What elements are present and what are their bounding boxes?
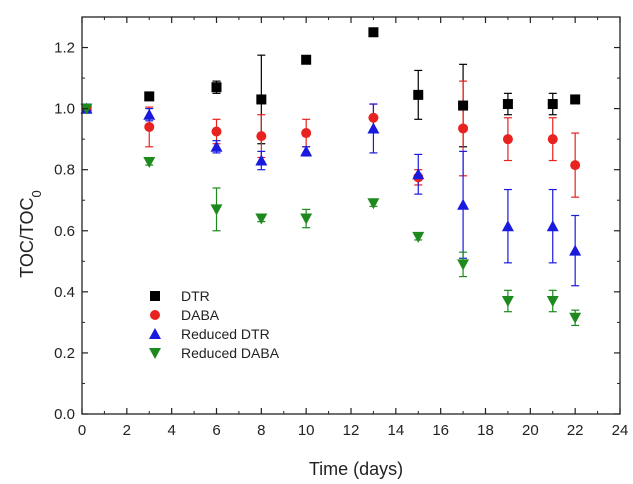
y-tick-label: 0.2 — [54, 345, 75, 362]
data-point — [256, 131, 267, 142]
x-tick-label: 14 — [387, 422, 404, 439]
data-point — [368, 112, 379, 123]
data-point — [211, 82, 222, 93]
data-point — [501, 220, 514, 232]
x-tick-label: 10 — [298, 422, 315, 439]
x-tick-label: 4 — [167, 422, 175, 439]
data-point — [546, 220, 559, 232]
x-tick-label: 18 — [477, 422, 494, 439]
y-tick-label: 0.0 — [54, 406, 75, 423]
data-point — [255, 213, 268, 225]
y-axis-title: TOC/TOC0 — [17, 190, 44, 278]
data-point — [547, 134, 558, 145]
legend-label: DABA — [181, 307, 220, 323]
axes: 0 2 4 6 8 10 12 14 16 18 20 22 240.00.20.40.60.81.01… — [54, 16, 629, 439]
data-markers — [80, 27, 582, 324]
data-point — [458, 100, 469, 111]
error-bars — [145, 28, 580, 327]
legend-marker — [150, 291, 160, 301]
y-tick-label: 1.0 — [54, 101, 75, 118]
data-point — [413, 89, 424, 100]
data-point — [502, 134, 513, 145]
legend-label: DTR — [181, 288, 210, 304]
data-point — [412, 231, 425, 243]
x-tick-label: 12 — [343, 422, 360, 439]
x-tick-label: 24 — [612, 422, 629, 439]
data-point — [367, 122, 380, 134]
x-tick-label: 2 — [123, 422, 131, 439]
plot-frame — [81, 16, 621, 415]
data-point — [301, 54, 312, 65]
data-point — [210, 204, 223, 216]
data-point — [210, 140, 223, 152]
data-point — [569, 312, 582, 324]
x-tick-label: 6 — [212, 422, 220, 439]
y-tick-label: 1.2 — [54, 40, 75, 57]
x-axis-title: Time (days) — [309, 459, 403, 479]
data-point — [502, 99, 513, 110]
data-point — [458, 123, 469, 134]
legend: DTR DABA Reduced DTR Reduced DABA — [149, 288, 280, 361]
x-tick-label: 16 — [432, 422, 449, 439]
legend-marker — [149, 328, 161, 339]
data-point — [300, 213, 313, 225]
y-tick-label: 0.8 — [54, 162, 75, 179]
data-point — [412, 168, 425, 180]
x-tick-label: 8 — [257, 422, 265, 439]
data-point — [569, 244, 582, 256]
x-tick-label: 0 — [78, 422, 86, 439]
data-point — [368, 27, 379, 38]
data-point — [457, 259, 470, 271]
legend-marker — [150, 310, 160, 320]
legend-label: Reduced DABA — [181, 345, 280, 361]
data-point — [144, 121, 155, 132]
y-tick-label: 0.4 — [54, 284, 75, 301]
data-point — [547, 99, 558, 110]
data-point — [367, 198, 380, 210]
y-axis-title-subscript: 0 — [29, 190, 44, 197]
x-tick-label: 22 — [567, 422, 584, 439]
data-point — [255, 154, 268, 166]
legend-label: Reduced DTR — [181, 326, 270, 342]
data-point — [570, 160, 581, 171]
y-tick-label: 0.6 — [54, 223, 75, 240]
data-point — [144, 91, 155, 102]
x-tick-label: 20 — [522, 422, 539, 439]
y-axis-title-main: TOC/TOC — [17, 197, 37, 277]
data-point — [256, 94, 267, 105]
data-point — [570, 94, 581, 105]
data-point — [501, 296, 514, 308]
data-point — [300, 145, 313, 157]
data-point — [211, 126, 222, 137]
data-point — [457, 198, 470, 210]
legend-marker — [149, 348, 161, 359]
data-point — [143, 157, 156, 169]
data-point — [546, 296, 559, 308]
data-point — [143, 108, 156, 120]
data-point — [301, 128, 312, 139]
